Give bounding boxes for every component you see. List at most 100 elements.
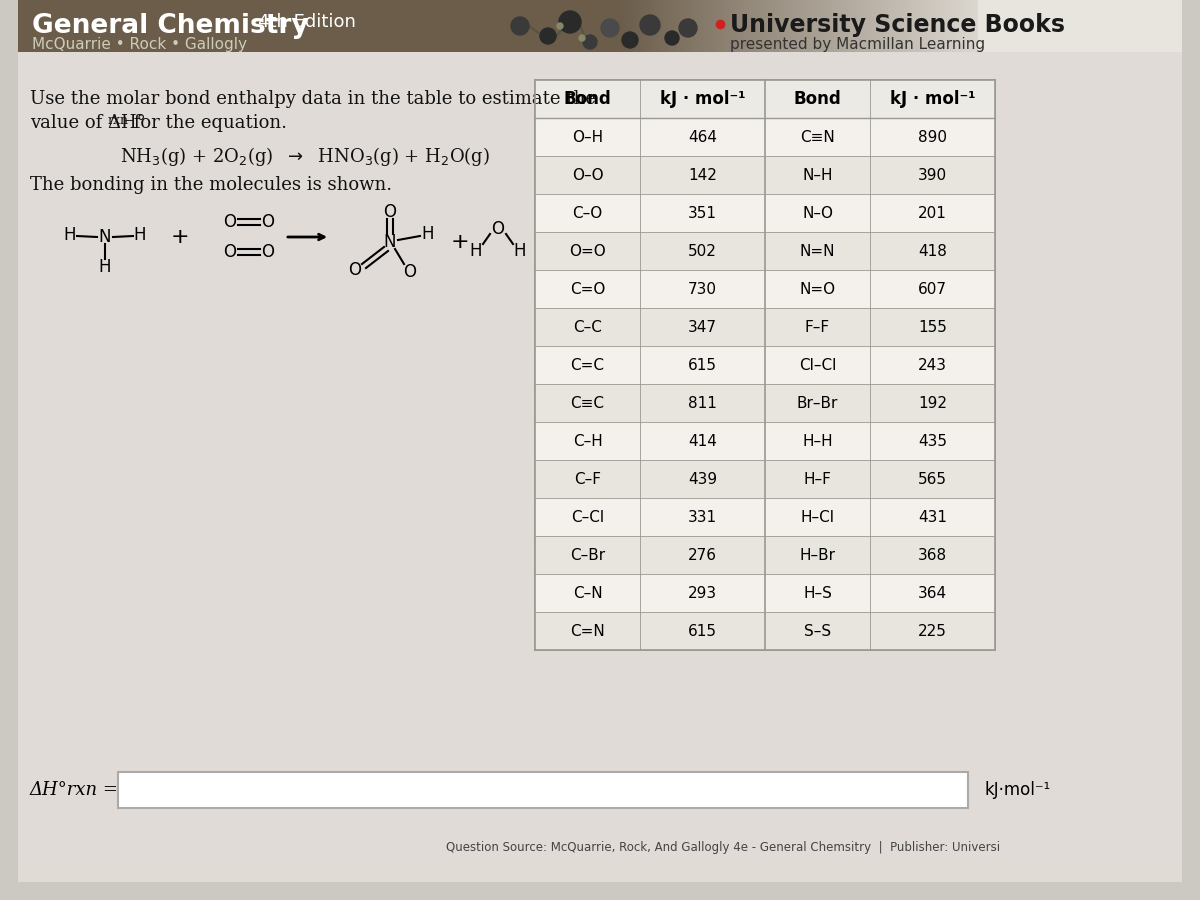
Text: 276: 276 (688, 547, 718, 562)
Bar (931, 0, 934, 52)
Bar (643, 0, 646, 52)
Bar (943, 0, 946, 52)
Bar (811, 0, 812, 52)
Bar (938, 0, 941, 52)
Text: C–C: C–C (574, 320, 602, 335)
Bar (726, 0, 728, 52)
Bar (720, 0, 722, 52)
Bar (845, 0, 847, 52)
Bar (888, 0, 890, 52)
Bar (899, 0, 901, 52)
Text: O: O (223, 243, 236, 261)
Bar (641, 0, 643, 52)
Bar (686, 0, 689, 52)
Text: Br–Br: Br–Br (797, 395, 838, 410)
Bar (877, 0, 880, 52)
Bar (649, 0, 650, 52)
Bar (755, 0, 757, 52)
Text: C–O: C–O (572, 205, 602, 220)
Text: C=N: C=N (570, 624, 605, 638)
Circle shape (557, 23, 563, 29)
Bar (676, 0, 678, 52)
Bar (905, 0, 906, 52)
Circle shape (622, 32, 638, 48)
Bar (18, 52, 1182, 860)
Bar (971, 0, 973, 52)
Bar (535, 232, 995, 270)
Bar (829, 0, 830, 52)
Bar (758, 0, 761, 52)
Bar (785, 0, 787, 52)
Bar (952, 0, 953, 52)
Text: University Science Books: University Science Books (730, 13, 1066, 37)
Text: H–S: H–S (803, 586, 832, 600)
Bar (790, 0, 791, 52)
Bar (973, 0, 974, 52)
Bar (776, 0, 779, 52)
Text: 615: 615 (688, 357, 718, 373)
Bar (802, 0, 804, 52)
Bar (622, 0, 624, 52)
Bar (619, 0, 622, 52)
Bar (871, 0, 874, 52)
Circle shape (679, 19, 697, 37)
Bar (833, 0, 834, 52)
Text: H–Br: H–Br (799, 547, 835, 562)
Text: H–F: H–F (804, 472, 832, 487)
Text: C≡N: C≡N (800, 130, 835, 145)
Bar (775, 0, 776, 52)
Bar (689, 0, 690, 52)
Text: 142: 142 (688, 167, 716, 183)
Text: 201: 201 (918, 205, 947, 220)
Bar (978, 0, 1182, 52)
Bar (919, 0, 920, 52)
Bar (742, 0, 744, 52)
Bar (886, 0, 888, 52)
Bar (966, 0, 967, 52)
Bar (841, 0, 844, 52)
Bar (812, 0, 815, 52)
Bar (744, 0, 746, 52)
Bar (754, 0, 755, 52)
Bar (787, 0, 790, 52)
Bar (737, 0, 739, 52)
Text: C–F: C–F (574, 472, 601, 487)
Bar (818, 0, 820, 52)
Bar (926, 0, 928, 52)
Text: 192: 192 (918, 395, 947, 410)
Text: 435: 435 (918, 434, 947, 448)
Bar (956, 0, 959, 52)
Bar (674, 0, 676, 52)
Circle shape (559, 11, 581, 33)
Bar (677, 0, 679, 52)
Bar (708, 0, 710, 52)
Text: presented by Macmillan Learning: presented by Macmillan Learning (730, 37, 985, 52)
Bar (895, 0, 898, 52)
Bar (698, 0, 701, 52)
Text: F–F: F–F (805, 320, 830, 335)
Text: H: H (98, 258, 112, 276)
Text: S–S: S–S (804, 624, 832, 638)
Text: H–Cl: H–Cl (800, 509, 834, 525)
Bar (733, 0, 736, 52)
Bar (809, 0, 811, 52)
Text: 364: 364 (918, 586, 947, 600)
Bar (618, 0, 620, 52)
Bar (884, 0, 887, 52)
Text: O: O (492, 220, 504, 238)
Text: 293: 293 (688, 586, 718, 600)
Text: +: + (451, 232, 469, 252)
Bar (730, 0, 732, 52)
Bar (766, 0, 768, 52)
Text: H–H: H–H (802, 434, 833, 448)
Bar (535, 574, 995, 612)
Text: Question Source: McQuarrie, Rock, And Gallogly 4e - General Chemsitry  |  Publis: Question Source: McQuarrie, Rock, And Ga… (446, 842, 1000, 854)
Bar (696, 0, 697, 52)
Bar (823, 0, 826, 52)
Bar (794, 0, 797, 52)
Bar (772, 0, 773, 52)
Bar (959, 0, 960, 52)
Bar (655, 0, 658, 52)
Bar (719, 0, 721, 52)
Bar (684, 0, 686, 52)
